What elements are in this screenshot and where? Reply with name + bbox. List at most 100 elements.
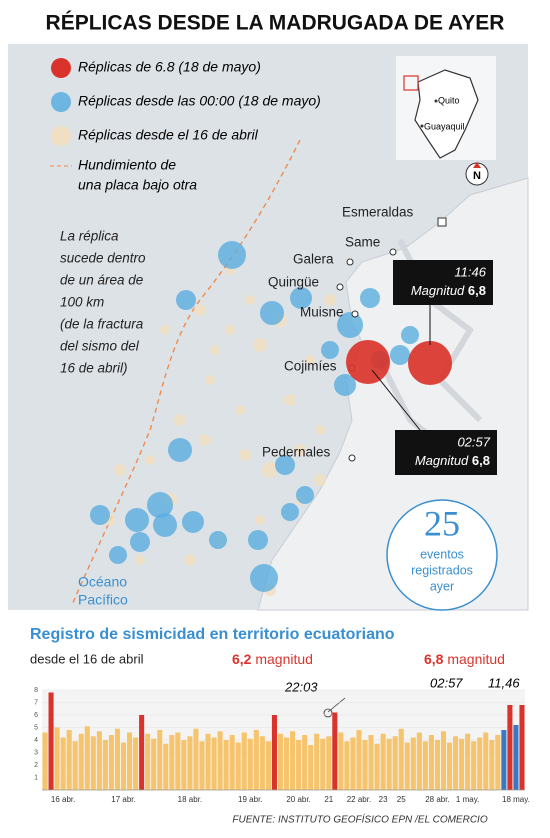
bar: [314, 733, 320, 790]
aftershock-old: [253, 338, 267, 352]
aftershock-new: [90, 505, 110, 525]
callout-time: 02:57: [457, 434, 490, 449]
bar: [120, 742, 127, 790]
bar: [296, 740, 302, 790]
aftershock-old: [199, 434, 211, 446]
callout-time: 11:46: [454, 264, 486, 279]
y-tick-label: 5: [34, 724, 38, 731]
aftershock-new: [390, 345, 410, 365]
bar: [54, 727, 60, 790]
bar: [446, 742, 453, 790]
ocean-label: Pacífico: [78, 592, 128, 608]
legend-label: Hundimiento de: [78, 157, 176, 173]
inset-city: [434, 99, 438, 103]
bar: [380, 733, 386, 790]
legend-label: Réplicas de 6.8 (18 de mayo): [78, 59, 261, 75]
note-line: 16 de abril): [60, 361, 128, 376]
x-tick-label: 25: [397, 795, 406, 804]
aftershock-new: [260, 301, 284, 325]
note-line: de un área de: [60, 273, 143, 288]
aftershock-old: [210, 345, 220, 355]
aftershock-new: [321, 341, 339, 359]
annotation-word: magnitud: [447, 651, 505, 667]
bar: [60, 737, 66, 790]
place-marker: [346, 258, 354, 266]
x-tick-label: 20 abr.: [286, 795, 310, 804]
aftershock-new: [176, 290, 196, 310]
north-tip: [473, 162, 481, 168]
aftershock-new: [248, 530, 268, 550]
aftershock-new: [281, 503, 299, 521]
aftershock-old: [294, 444, 306, 456]
aftershock-old: [135, 555, 145, 565]
bar: [96, 731, 102, 790]
place-label: Galera: [293, 252, 334, 267]
legend-beige: [51, 126, 71, 146]
x-tick-label: 21: [324, 795, 333, 804]
bar: [78, 733, 84, 790]
bar: [145, 733, 151, 790]
aftershock-old: [225, 325, 235, 335]
bar: [271, 715, 277, 790]
y-tick-label: 8: [34, 687, 38, 694]
bar: [151, 738, 157, 790]
bar: [519, 705, 525, 790]
callout-box: [395, 430, 497, 475]
bar: [283, 737, 290, 790]
bar: [169, 735, 175, 790]
bar: [495, 735, 501, 790]
bar: [259, 736, 265, 790]
annotation-time: 22:03: [284, 679, 318, 694]
bar: [483, 732, 489, 790]
bar: [308, 745, 314, 790]
place-label: Cojimíes: [284, 359, 337, 374]
aftershock-dots: [90, 241, 419, 596]
bar: [108, 735, 114, 790]
aftershock-new: [334, 374, 356, 396]
bar: [374, 743, 380, 790]
bar: [139, 715, 145, 790]
bar: [235, 742, 241, 790]
bar: [338, 732, 344, 790]
bar: [187, 736, 193, 790]
bar: [398, 728, 404, 790]
aftershock-old: [315, 425, 325, 435]
main-quake: [408, 341, 452, 385]
title: RÉPLICAS DESDE LA MADRUGADA DE AYER: [46, 12, 505, 35]
aftershock-new: [290, 287, 312, 309]
bar: [453, 736, 459, 790]
main-quake: [346, 340, 390, 384]
bar: [199, 741, 205, 790]
aftershock-new: [153, 513, 177, 537]
bar: [428, 735, 434, 790]
events-label: eventos: [420, 547, 464, 561]
bar: [48, 692, 54, 790]
bar: [241, 732, 247, 790]
aftershock-new: [125, 508, 149, 532]
aftershock-old: [160, 325, 170, 335]
y-tick-label: 3: [34, 749, 38, 756]
x-tick-label: 1 may.: [456, 795, 479, 804]
note-line: (de la fractura: [60, 317, 144, 332]
aftershock-new: [360, 288, 380, 308]
aftershock-new: [209, 531, 227, 549]
bar: [362, 740, 368, 790]
bar: [404, 742, 410, 790]
aftershock-old: [324, 294, 336, 306]
place-label: Pedernales: [262, 445, 331, 460]
bar: [489, 740, 495, 790]
bar: [90, 736, 96, 790]
aftershock-old: [114, 464, 126, 476]
aftershock-old: [262, 462, 278, 478]
bar: [416, 732, 422, 790]
place-marker: [348, 454, 356, 462]
x-tick-label: 23: [379, 795, 388, 804]
aftershock-old: [184, 554, 196, 566]
bar: [265, 741, 271, 790]
events-label: registrados: [411, 563, 473, 577]
callout-magnitude: 6,8: [468, 283, 486, 298]
callout-label: Magnitud: [415, 453, 469, 468]
source: FUENTE: INSTITUTO GEOFÍSICO EPN /EL COME…: [232, 813, 487, 826]
bar: [211, 737, 217, 790]
